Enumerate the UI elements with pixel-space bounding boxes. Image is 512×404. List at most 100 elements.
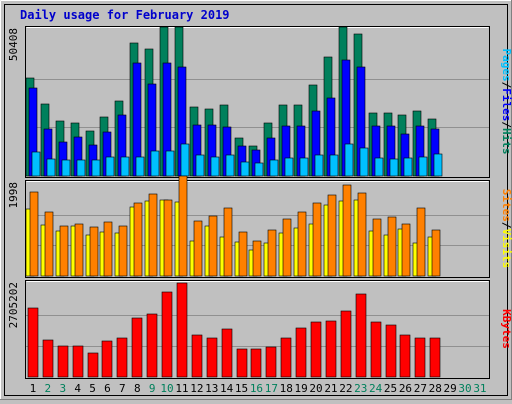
bar-pages-day-27: Pages 27: 6700: [418, 156, 428, 177]
bar-kbytes-day-25: KBytes 25: 1500000: [385, 324, 397, 378]
bar-pages-day-6: Pages 6: 6700: [105, 156, 115, 177]
bar-kbytes-day-14: KBytes 14: 1390000: [221, 328, 233, 378]
bar-pages-day-4: Pages 4: 5400: [76, 159, 86, 177]
legend-visits-sites: Sites/Visits: [500, 189, 512, 269]
bar-kbytes-day-1: KBytes 1: 2020000: [27, 307, 39, 378]
day-label-26: 26: [399, 382, 412, 395]
bar-pages-day-5: Pages 5: 5400: [91, 159, 101, 177]
bar-sites-day-18: Sites 18: 1240: [282, 218, 292, 277]
bar-sites-day-24: Sites 24: 1240: [372, 218, 382, 277]
legend-item: Hits: [500, 128, 512, 155]
bar-pages-day-24: Pages 24: 6200: [374, 157, 384, 177]
day-label-18: 18: [280, 382, 293, 395]
bar-sites-day-4: Sites 4: 1130: [74, 223, 84, 277]
bar-pages-day-19: Pages 19: 6200: [299, 157, 309, 177]
day-label-21: 21: [324, 382, 337, 395]
bar-sites-day-23: Sites 23: 1810: [357, 192, 367, 277]
day-label-11: 11: [175, 382, 188, 395]
bar-kbytes-day-12: KBytes 12: 1230000: [191, 334, 203, 378]
series-sites: Sites 1: 1820 Sites 2: 1390 Sites 3: 1080 S…: [29, 175, 441, 277]
panel-hits-files-pages: Hits 1: 33700Hits 2: 24800Hits 3: 18900H…: [7, 26, 512, 178]
bar-sites-day-9: Sites 9: 1780: [148, 193, 158, 277]
bar-kbytes-day-23: KBytes 23: 2400000: [355, 293, 367, 378]
bar-kbytes-day-21: KBytes 21: 1640000: [325, 320, 337, 378]
series-kbytes: KBytes 1: 2020000KBytes 2: 1080000KBytes…: [27, 282, 441, 378]
bar-pages-day-22: Pages 22: 11100: [344, 143, 354, 177]
bar-kbytes-day-7: KBytes 7: 1130000: [116, 337, 128, 378]
bar-sites-day-1: Sites 1: 1820: [29, 191, 39, 277]
panel-kbytes: KBytes 1: 2020000KBytes 2: 1080000KBytes…: [7, 280, 512, 379]
bar-kbytes-day-24: KBytes 24: 1590000: [370, 321, 382, 378]
bar-pages-day-13: Pages 13: 6700: [210, 156, 220, 177]
y-max-label: 2705202: [7, 282, 20, 328]
bar-pages-day-16: Pages 16: 4600: [254, 162, 264, 177]
bar-sites-day-10: Sites 10: 1640: [163, 199, 173, 277]
bar-pages-day-8: Pages 8: 6500: [135, 156, 145, 177]
chart-panels: Hits 1: 33700Hits 2: 24800Hits 3: 18900H…: [7, 26, 512, 379]
legend-item: /: [500, 121, 512, 128]
bar-pages-day-17: Pages 17: 5400: [269, 159, 279, 177]
bar-pages-day-3: Pages 3: 5600: [61, 159, 71, 177]
bar-pages-day-18: Pages 18: 6200: [284, 157, 294, 177]
bar-pages-day-2: Pages 2: 6000: [46, 158, 56, 177]
bar-sites-day-11: Sites 11: 2170: [178, 175, 188, 277]
bar-pages-day-28: Pages 28: 7500: [433, 153, 443, 177]
day-label-24: 24: [369, 382, 383, 395]
bar-sites-day-12: Sites 12: 1190: [193, 220, 203, 277]
bar-sites-day-28: Sites 28: 1000: [431, 229, 441, 277]
bar-kbytes-day-13: KBytes 13: 1130000: [206, 337, 218, 378]
series-pages: Pages 1: 8300 Pages 2: 6000 Pages 3: 5600 P…: [31, 143, 443, 177]
bar-pages-day-10: Pages 10: 8500: [165, 150, 175, 177]
legend-item: /: [500, 222, 512, 229]
bar-pages-day-21: Pages 21: 7400: [329, 154, 339, 177]
bar-pages-day-14: Pages 14: 7100: [225, 154, 235, 177]
day-label-13: 13: [205, 382, 218, 395]
bar-kbytes-day-19: KBytes 19: 1420000: [295, 327, 307, 378]
bar-pages-day-23: Pages 23: 9600: [359, 147, 369, 177]
bar-pages-day-15: Pages 15: 4800: [240, 161, 250, 177]
bar-sites-day-16: Sites 16: 760: [252, 240, 262, 277]
bar-pages-day-11: Pages 11: 11100: [180, 143, 190, 177]
day-label-20: 20: [309, 382, 322, 395]
bar-sites-day-22: Sites 22: 1970: [342, 184, 352, 277]
day-label-6: 6: [104, 382, 111, 395]
y-max-label: 50408: [7, 28, 20, 61]
bar-kbytes-day-8: KBytes 8: 1710000: [131, 317, 143, 378]
bar-kbytes-day-4: KBytes 4: 910000: [72, 345, 84, 378]
bar-kbytes-day-15: KBytes 15: 800000: [236, 348, 248, 378]
bar-pages-day-7: Pages 7: 6500: [120, 156, 130, 177]
legend-item: KBytes: [500, 309, 512, 349]
day-label-25: 25: [384, 382, 397, 395]
day-label-29: 29: [444, 382, 457, 395]
day-label-15: 15: [235, 382, 248, 395]
bar-sites-day-19: Sites 19: 1390: [297, 211, 307, 277]
day-label-7: 7: [119, 382, 126, 395]
day-label-27: 27: [414, 382, 427, 395]
bar-sites-day-13: Sites 13: 1300: [208, 215, 218, 277]
bar-sites-day-3: Sites 3: 1080: [59, 225, 69, 277]
bar-sites-day-14: Sites 14: 1480: [223, 207, 233, 277]
legend-item: Visits: [500, 229, 512, 269]
bar-pages-day-1: Pages 1: 8300: [31, 151, 41, 177]
bar-sites-day-20: Sites 20: 1580: [312, 202, 322, 277]
legend-item: /: [500, 82, 512, 89]
day-label-28: 28: [429, 382, 442, 395]
panel-visits-sites: Visits 1: 1460Visits 2: 1100Visits 3: 97…: [7, 175, 512, 278]
day-label-22: 22: [339, 382, 352, 395]
day-label-2: 2: [45, 382, 52, 395]
bar-kbytes-day-11: KBytes 11: 2720000: [176, 282, 188, 378]
day-label-3: 3: [59, 382, 66, 395]
bar-kbytes-day-6: KBytes 6: 1040000: [101, 340, 113, 378]
chart-title: Daily usage for February 2019: [20, 8, 230, 22]
bar-kbytes-day-5: KBytes 5: 710000: [87, 352, 99, 378]
bar-sites-day-5: Sites 5: 1070: [89, 226, 99, 277]
bar-kbytes-day-10: KBytes 10: 2460000: [161, 291, 173, 378]
bar-sites-day-8: Sites 8: 1580: [133, 202, 143, 277]
bar-kbytes-day-3: KBytes 3: 900000: [57, 345, 69, 378]
legend-item: Sites: [500, 189, 512, 222]
bar-kbytes-day-20: KBytes 20: 1590000: [310, 321, 322, 378]
bar-pages-day-20: Pages 20: 7100: [314, 154, 324, 177]
legend-item: Pages: [500, 49, 512, 82]
bar-kbytes-day-17: KBytes 17: 880000: [265, 346, 277, 378]
bar-sites-day-2: Sites 2: 1390: [44, 211, 54, 277]
